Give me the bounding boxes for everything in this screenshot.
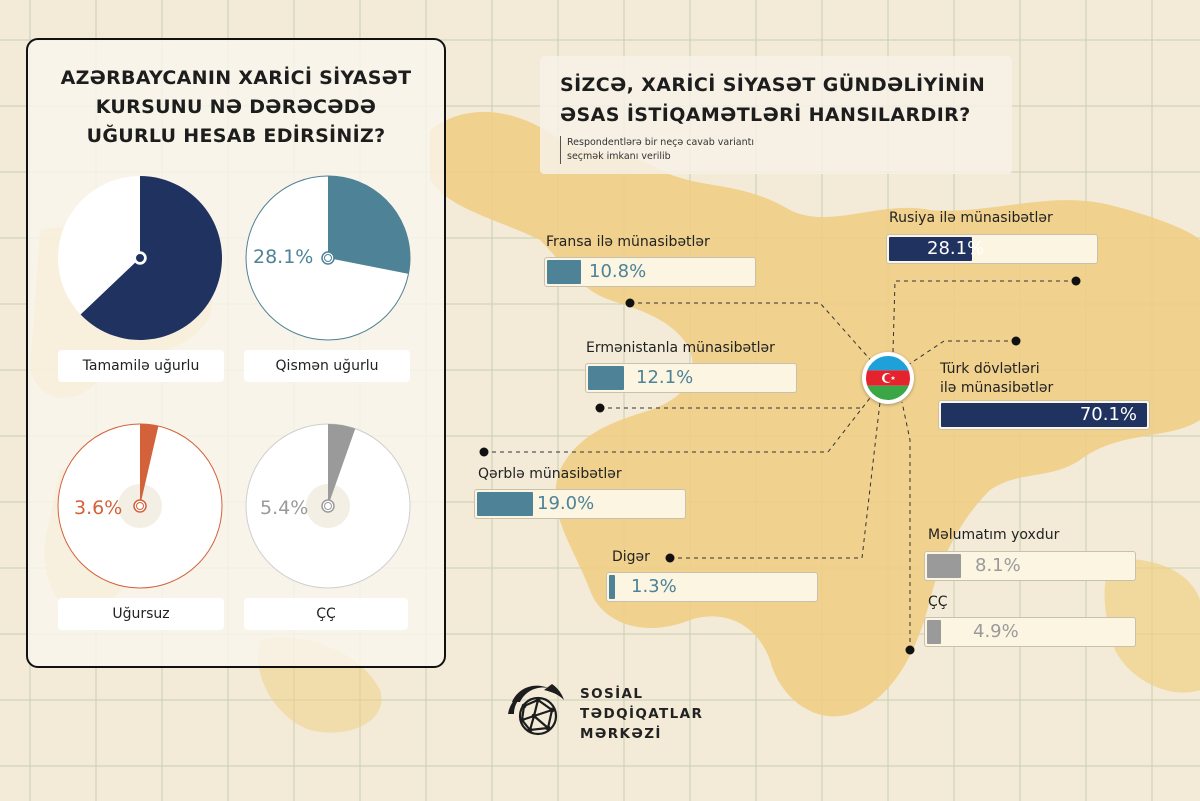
pie-label-ugursuz: Uğursuz xyxy=(58,598,224,630)
organization-logo-icon xyxy=(508,684,564,736)
pie-slice xyxy=(328,176,410,274)
bar-value: 8.1% xyxy=(975,555,1021,576)
bar-fill xyxy=(547,260,581,284)
note-line: seçmək imkanı verilib xyxy=(567,151,671,162)
agenda-question-title: SİZCƏ, XARİCİ SİYASƏT GÜNDƏLİYİNİN ƏSAS … xyxy=(560,70,985,130)
title-line: SİZCƏ, XARİCİ SİYASƏT GÜNDƏLİYİNİN xyxy=(560,74,986,96)
bar-fill xyxy=(941,403,1147,427)
azerbaijan-flag-icon xyxy=(862,352,914,404)
pie-value-ugursuz: 3.6% xyxy=(74,497,123,519)
success-panel-title: AZƏRBAYCANIN XARİCİ SİYASƏT KURSUNU NƏ D… xyxy=(28,64,444,151)
pie-slice xyxy=(80,176,222,340)
bar-value: 12.1% xyxy=(636,367,694,388)
bar-fill xyxy=(477,492,533,516)
bar-ermenistan: 12.1% xyxy=(585,363,797,393)
pie-center-dot xyxy=(324,254,332,262)
bar-label-diger: Digər xyxy=(612,549,650,565)
pie-tamamile-ugurlu xyxy=(58,176,222,340)
bar-fill xyxy=(927,554,961,578)
logo-line: TƏDQİQATLAR xyxy=(580,706,704,722)
logo-line: MƏRKƏZİ xyxy=(580,726,662,742)
pie-qismen-ugurlu xyxy=(245,175,411,341)
bar-value: 1.3% xyxy=(631,576,677,597)
bar-fill xyxy=(927,620,942,644)
pie-label-qismen: Qismən uğurlu xyxy=(244,350,410,382)
title-line: AZƏRBAYCANIN XARİCİ SİYASƏT xyxy=(60,67,412,89)
bar-fill xyxy=(588,366,624,390)
label-line: ilə münasibətlər xyxy=(940,380,1054,396)
agenda-question-note: Respondentlərə bir neçə cavab variantı s… xyxy=(560,136,754,164)
bar-rusiya: 28.1% xyxy=(886,234,1098,264)
bar-cc: 4.9% xyxy=(924,617,1136,647)
bar-label-fransa: Fransa ilə münasibətlər xyxy=(546,234,710,250)
pie-cc xyxy=(245,423,411,589)
pie-value-tamamile: 62.9% xyxy=(62,246,123,268)
pie-ugursuz xyxy=(57,423,223,589)
bar-value: 19.0% xyxy=(537,493,595,514)
bar-label-qerb: Qərblə münasibətlər xyxy=(478,466,622,482)
organization-name: SOSİAL TƏDQİQATLAR MƏRKƏZİ xyxy=(580,684,703,744)
bar-qerb: 19.0% xyxy=(474,489,686,519)
bar-turk: 70.1% xyxy=(938,400,1150,430)
bar-value: 10.8% xyxy=(589,261,647,282)
bar-label-rusiya: Rusiya ilə münasibətlər xyxy=(889,210,1053,226)
bar-value: 4.9% xyxy=(973,621,1019,642)
pie-center-dot xyxy=(136,502,144,510)
bar-fill xyxy=(609,575,615,599)
bar-fill xyxy=(889,237,972,261)
logo-line: SOSİAL xyxy=(580,686,644,702)
bar-fransa: 10.8% xyxy=(544,257,756,287)
bar-value: 70.1% xyxy=(1079,404,1137,425)
pie-slice xyxy=(140,424,159,506)
bar-label-melumatim: Məlumatım yoxdur xyxy=(928,527,1060,543)
bar-melumatim: 8.1% xyxy=(924,551,1136,581)
pie-value-qismen: 28.1% xyxy=(253,246,314,268)
pie-center-dot xyxy=(136,254,144,262)
label-line: Türk dövlətləri xyxy=(940,361,1040,377)
pie-value-cc: 5.4% xyxy=(260,497,309,519)
bar-label-ermenistan: Ermənistanla münasibətlər xyxy=(586,340,775,356)
bar-diger: 1.3% xyxy=(606,572,818,602)
pie-slice xyxy=(328,424,356,506)
title-line: UĞURLU HESAB EDİRSİNİZ? xyxy=(86,125,386,147)
pie-label-tamamile: Tamamilə uğurlu xyxy=(58,350,224,382)
title-line: ƏSAS İSTİQAMƏTLƏRİ HANSILARDIR? xyxy=(560,104,971,126)
pie-label-cc: ÇÇ xyxy=(244,598,408,630)
agenda-question-box: SİZCƏ, XARİCİ SİYASƏT GÜNDƏLİYİNİN ƏSAS … xyxy=(540,56,1012,174)
bar-label-turk: Türk dövlətləri ilə münasibətlər xyxy=(940,360,1053,398)
bar-value: 28.1% xyxy=(927,238,985,259)
bar-label-cc: ÇÇ xyxy=(928,594,948,610)
pie-center-dot xyxy=(324,502,332,510)
note-line: Respondentlərə bir neçə cavab variantı xyxy=(567,137,754,148)
title-line: KURSUNU NƏ DƏRƏCƏDƏ xyxy=(95,96,377,118)
